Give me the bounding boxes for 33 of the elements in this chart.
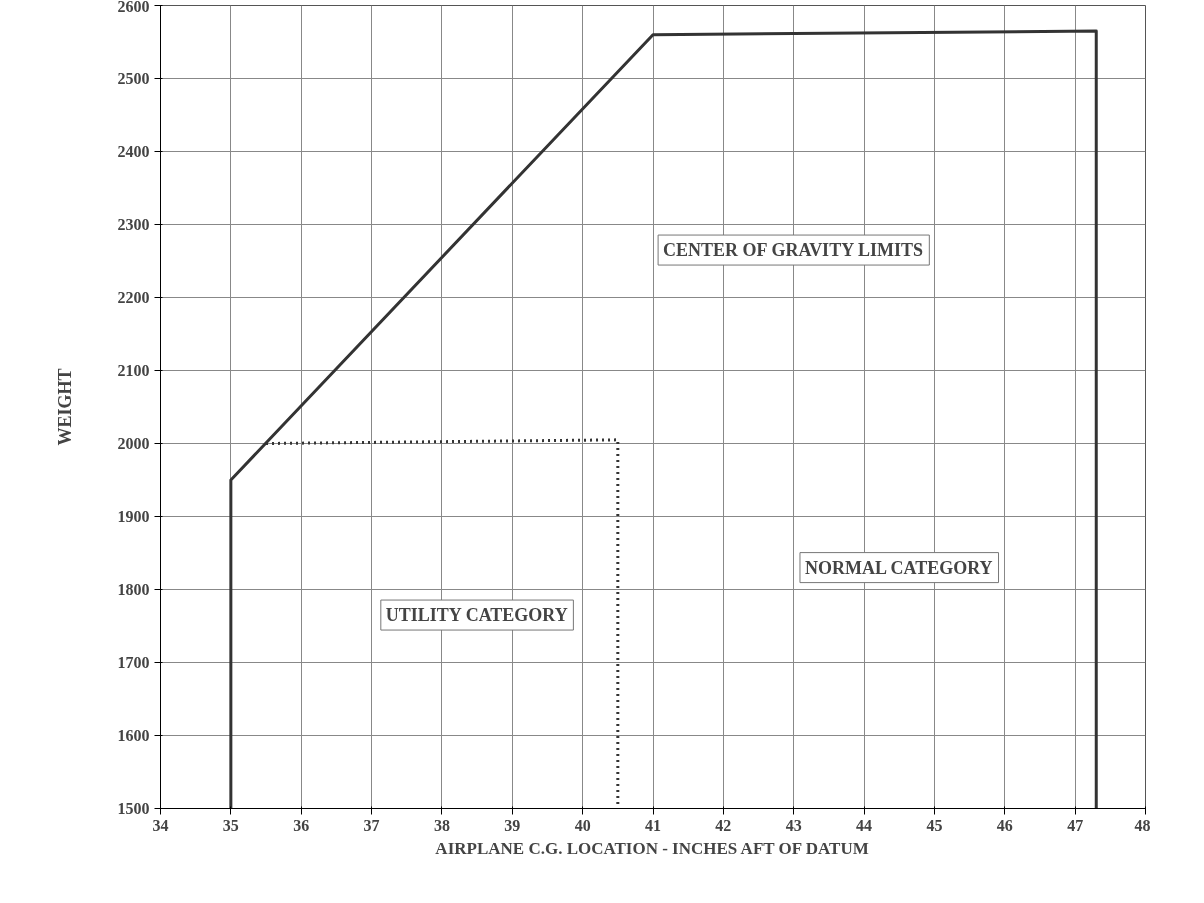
- x-tick-label: 37: [363, 816, 380, 834]
- x-tick-label: 42: [715, 816, 732, 834]
- x-tick-label: 40: [574, 816, 591, 834]
- x-tick-label: 35: [222, 816, 239, 834]
- x-tick-label: 38: [433, 816, 450, 834]
- x-tick-label: 47: [1067, 816, 1084, 834]
- y-tick-label: 2500: [117, 70, 150, 87]
- y-tick-label: 1900: [117, 508, 150, 525]
- annotation: CENTER OF GRAVITY LIMITS: [663, 240, 923, 261]
- y-tick-label: 2400: [117, 143, 150, 160]
- y-tick-label: 1500: [117, 800, 150, 817]
- y-tick-label: 2300: [117, 216, 150, 233]
- x-tick-label: 36: [293, 816, 310, 834]
- x-tick-label: 46: [996, 816, 1013, 834]
- y-tick-label: 1700: [117, 654, 150, 671]
- x-tick-label: 44: [856, 816, 873, 834]
- x-tick-label: 45: [926, 816, 943, 834]
- y-tick-label: 1600: [117, 727, 150, 744]
- annotation: UTILITY CATEGORY: [385, 605, 568, 626]
- annotation: NORMAL CATEGORY: [804, 557, 993, 578]
- y-tick-label: 1800: [117, 581, 150, 598]
- y-tick-label: 2600: [117, 0, 150, 15]
- y-tick-label: 2000: [117, 435, 150, 452]
- line-series: [229, 29, 1098, 809]
- x-axis-title: AIRPLANE C.G. LOCATION - INCHES AFT OF DATUM: [435, 838, 869, 858]
- y-tick-label: 2100: [117, 362, 150, 379]
- x-tick-label: 41: [645, 816, 661, 834]
- y-tick-label: 2200: [117, 289, 150, 306]
- x-tick-label: 43: [785, 816, 802, 834]
- x-tick-label: 39: [504, 816, 521, 834]
- x-tick-label: 34: [152, 816, 169, 834]
- x-tick-label: 48: [1134, 816, 1151, 834]
- y-axis-title: WEIGHT: [54, 368, 75, 446]
